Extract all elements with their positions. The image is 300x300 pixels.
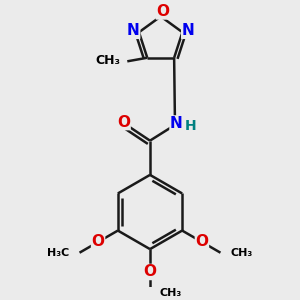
- Text: N: N: [127, 23, 140, 38]
- Text: O: O: [156, 4, 169, 19]
- Text: O: O: [143, 265, 157, 280]
- Text: CH₃: CH₃: [230, 248, 253, 258]
- Text: H₃C: H₃C: [47, 248, 70, 258]
- Text: O: O: [117, 115, 130, 130]
- Text: N: N: [182, 23, 194, 38]
- Text: H: H: [185, 119, 197, 134]
- Text: CH₃: CH₃: [95, 54, 120, 67]
- Text: CH₃: CH₃: [160, 288, 182, 298]
- Text: O: O: [195, 235, 208, 250]
- Text: O: O: [92, 235, 105, 250]
- Text: N: N: [170, 116, 183, 131]
